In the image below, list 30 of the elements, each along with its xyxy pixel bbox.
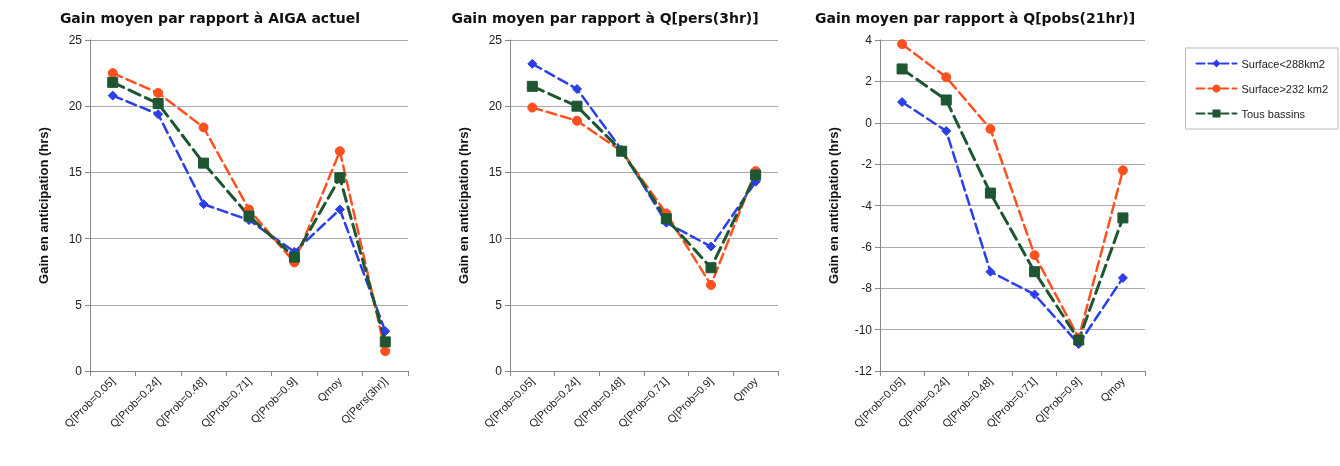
y-tick-label: 4: [865, 33, 873, 47]
legend-label: Tous bassins: [1241, 107, 1306, 120]
y-tick-label: 0: [75, 364, 83, 378]
y-tick-label: 2: [865, 74, 873, 89]
y-tick-label: 20: [488, 99, 503, 114]
y-tick-label: -10: [854, 322, 873, 337]
y-tick-label: 10: [68, 231, 83, 246]
y-axis-title: Gain en anticipation (hrs): [36, 127, 51, 284]
y-tick-label: -12: [854, 364, 873, 378]
y-tick-label: -6: [861, 239, 873, 254]
y-tick-label: 25: [488, 33, 503, 47]
y-tick-label: 20: [68, 99, 83, 114]
legend-label: Surface<288km2: [1241, 57, 1325, 70]
chart-title: Gain moyen par rapport à Q[pers(3hr)]: [451, 10, 759, 26]
y-tick-label: 25: [68, 33, 83, 47]
y-tick-label: 5: [75, 297, 83, 312]
y-tick-label: 15: [68, 165, 83, 180]
y-tick-label: 0: [865, 115, 873, 130]
chart-title: Gain moyen par rapport à Q[pobs(21hr)]: [815, 10, 1136, 26]
y-axis-title: Gain en anticipation (hrs): [826, 127, 841, 284]
y-tick-label: -2: [861, 157, 873, 172]
y-tick-label: 15: [488, 165, 503, 180]
y-tick-label: 0: [495, 364, 503, 378]
y-tick-label: -4: [861, 198, 873, 213]
chart-title: Gain moyen par rapport à AIGA actuel: [59, 10, 361, 26]
y-axis-title: Gain en anticipation (hrs): [456, 127, 471, 284]
y-tick-label: -8: [861, 281, 873, 296]
legend-label: Surface>232 km2: [1241, 82, 1329, 95]
y-tick-label: 10: [488, 231, 503, 246]
y-tick-label: 5: [495, 297, 503, 312]
